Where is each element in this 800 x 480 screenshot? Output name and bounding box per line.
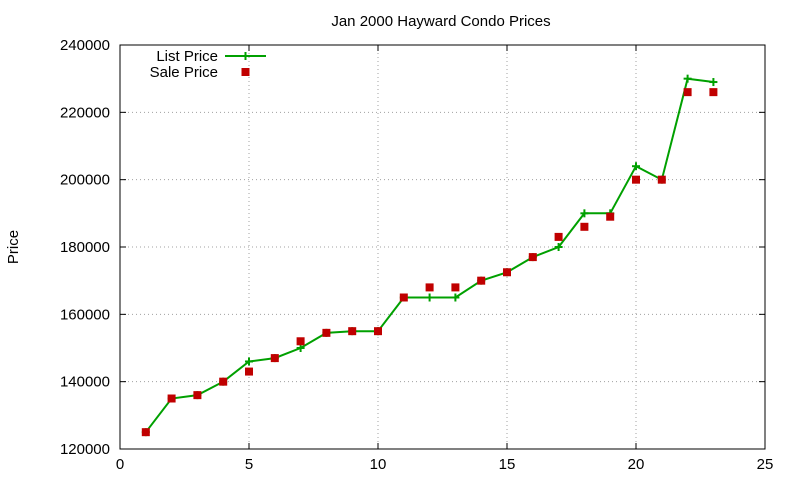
legend-marker xyxy=(241,52,250,60)
data-point xyxy=(193,391,202,400)
series-layer xyxy=(141,74,718,437)
legend-label: Sale Price xyxy=(150,64,218,81)
data-point xyxy=(657,175,666,184)
data-point xyxy=(554,243,563,251)
data-point xyxy=(451,283,460,292)
axis-ticks: 0 5 10 15 20 25 120000 140000 160000 180000 200000… xyxy=(60,37,773,473)
x-tick-label: 25 xyxy=(757,456,774,473)
data-point xyxy=(451,293,460,302)
data-point xyxy=(296,337,305,346)
data-point xyxy=(245,357,253,366)
data-point xyxy=(425,293,434,302)
series-line xyxy=(145,77,714,433)
data-point xyxy=(554,232,563,241)
legend-label: List Price xyxy=(156,48,218,65)
x-tick-label: 5 xyxy=(245,456,253,473)
data-point xyxy=(141,428,150,437)
data-point xyxy=(709,78,718,87)
data-point xyxy=(709,88,718,97)
legend-marker xyxy=(241,68,250,76)
data-point xyxy=(219,377,228,386)
series-sale-price xyxy=(141,88,718,437)
data-point xyxy=(399,293,408,302)
data-point xyxy=(580,209,589,218)
y-tick-label: 200000 xyxy=(60,172,110,189)
data-point xyxy=(425,283,434,292)
data-point xyxy=(296,344,305,352)
x-tick-label: 15 xyxy=(499,456,516,473)
y-tick-label: 180000 xyxy=(60,239,110,256)
data-point xyxy=(683,88,692,97)
data-point xyxy=(348,327,357,336)
data-point xyxy=(632,175,640,184)
x-tick-label: 0 xyxy=(116,456,124,473)
data-point xyxy=(374,327,382,336)
data-point xyxy=(477,276,486,285)
y-tick-label: 160000 xyxy=(60,306,110,323)
data-point xyxy=(606,212,615,221)
data-point xyxy=(528,253,537,262)
data-point xyxy=(245,367,253,376)
y-axis-label: Price xyxy=(5,230,22,264)
data-point xyxy=(632,162,640,171)
x-tick-label: 20 xyxy=(628,456,645,473)
data-point xyxy=(322,328,331,337)
data-point xyxy=(167,394,176,403)
y-tick-label: 140000 xyxy=(60,374,110,391)
data-point xyxy=(270,354,279,363)
data-point xyxy=(503,268,511,277)
data-point xyxy=(683,74,692,83)
data-point xyxy=(580,222,589,231)
x-tick-label: 10 xyxy=(370,456,387,473)
grid-lines xyxy=(120,45,765,449)
chart-title: Jan 2000 Hayward Condo Prices xyxy=(331,13,550,30)
y-tick-label: 240000 xyxy=(60,37,110,54)
y-tick-label: 220000 xyxy=(60,104,110,121)
y-tick-label: 120000 xyxy=(60,441,110,458)
